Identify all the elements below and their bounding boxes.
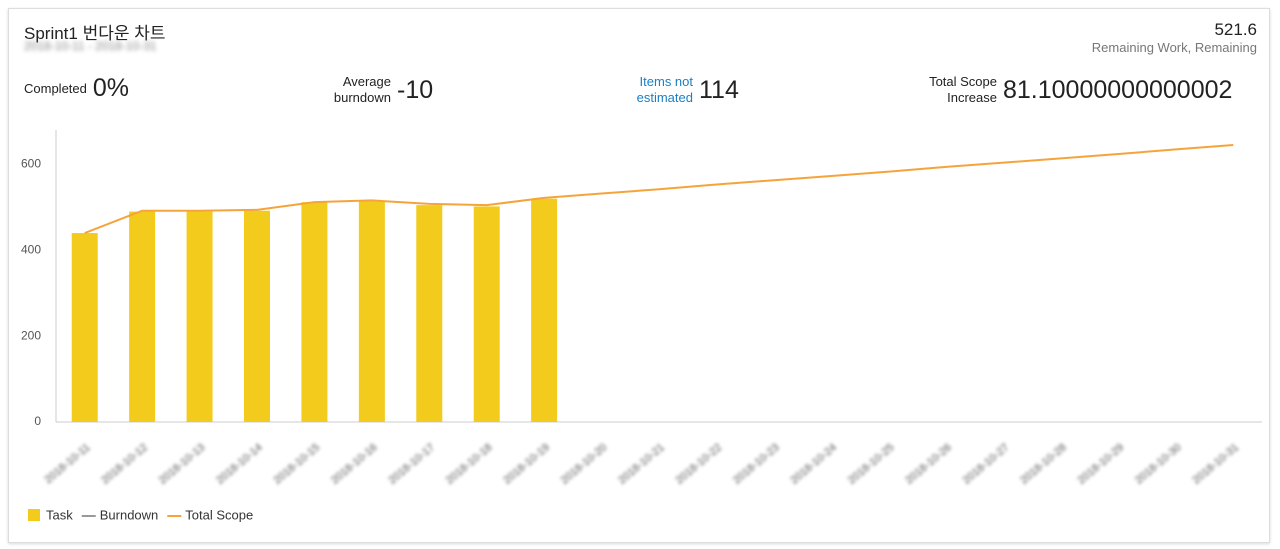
legend-swatch (28, 509, 40, 521)
bar (129, 211, 156, 422)
x-tick-label: 2018-10-15 (271, 441, 322, 486)
bar (301, 202, 328, 422)
x-tick-label: 2018-10-28 (1018, 441, 1069, 486)
y-tick-label: 600 (21, 157, 41, 171)
y-tick-label: 200 (21, 328, 41, 342)
stat-label: Completed (24, 80, 87, 96)
x-tick-label: 2018-10-25 (846, 441, 897, 486)
x-tick-label: 2018-10-24 (788, 441, 839, 486)
legend-label: Task (46, 507, 73, 522)
x-tick-label: 2018-10-11 (42, 441, 92, 486)
y-tick-label: 0 (34, 414, 41, 428)
bar (416, 205, 443, 422)
legend-label: Burndown (100, 507, 159, 522)
x-tick-label: 2018-10-20 (559, 441, 610, 486)
x-tick-label: 2018-10-26 (903, 441, 954, 486)
x-tick-label: 2018-10-19 (501, 441, 552, 486)
stat-value: 0% (92, 74, 130, 102)
stat: Completed 0% (24, 74, 129, 103)
x-tick-label: 2018-10-31 (1190, 441, 1241, 486)
x-tick-label: 2018-10-14 (214, 441, 265, 486)
stat: Items not estimated 114 (543, 74, 739, 106)
widget-title: Sprint1 번다운 차트 (24, 24, 166, 43)
remaining-value: 521.6 (1214, 20, 1257, 39)
x-tick-label: 2018-10-23 (731, 441, 782, 486)
stat-value: 81.10000000000002 (1003, 75, 1233, 104)
legend-label: Total Scope (185, 507, 253, 522)
bar (71, 233, 98, 422)
stat: Total Scope Increase 81.10000000000002 (847, 74, 1232, 106)
remaining-label: Remaining Work, Remaining (1091, 40, 1257, 55)
bar (186, 211, 213, 422)
x-tick-label: 2018-10-12 (99, 441, 150, 486)
stat: Average burndown -10 (241, 74, 433, 106)
x-tick-label: 2018-10-30 (1133, 441, 1184, 486)
legend-item: Total Scope (167, 507, 253, 522)
stat-value: -10 (397, 75, 434, 104)
legend-item: Task (28, 507, 73, 522)
bar (531, 198, 558, 422)
bar (244, 210, 270, 422)
x-tick-label: 2018-10-18 (444, 441, 495, 486)
stat-label: Total Scope Increase (929, 74, 997, 105)
x-tick-label: 2018-10-29 (1075, 441, 1126, 486)
stat-value: 114 (699, 75, 739, 104)
bar (358, 200, 385, 422)
stat-label: Average burndown (333, 74, 391, 105)
legend-item: Burndown (81, 507, 159, 522)
date-range: 2018-10-11 - 2018-10-31 (24, 39, 157, 53)
x-tick-label: 2018-10-21 (616, 441, 667, 486)
bar (473, 206, 500, 422)
widget-card (8, 8, 1270, 543)
x-tick-label: 2018-10-27 (961, 441, 1012, 486)
stat-label[interactable]: Items not estimated (636, 74, 693, 105)
y-tick-label: 400 (21, 242, 41, 256)
x-tick-label: 2018-10-17 (386, 441, 437, 486)
series-line (84, 144, 1234, 234)
x-tick-label: 2018-10-16 (329, 441, 380, 486)
x-tick-label: 2018-10-13 (157, 441, 208, 486)
x-tick-label: 2018-10-22 (673, 441, 724, 486)
